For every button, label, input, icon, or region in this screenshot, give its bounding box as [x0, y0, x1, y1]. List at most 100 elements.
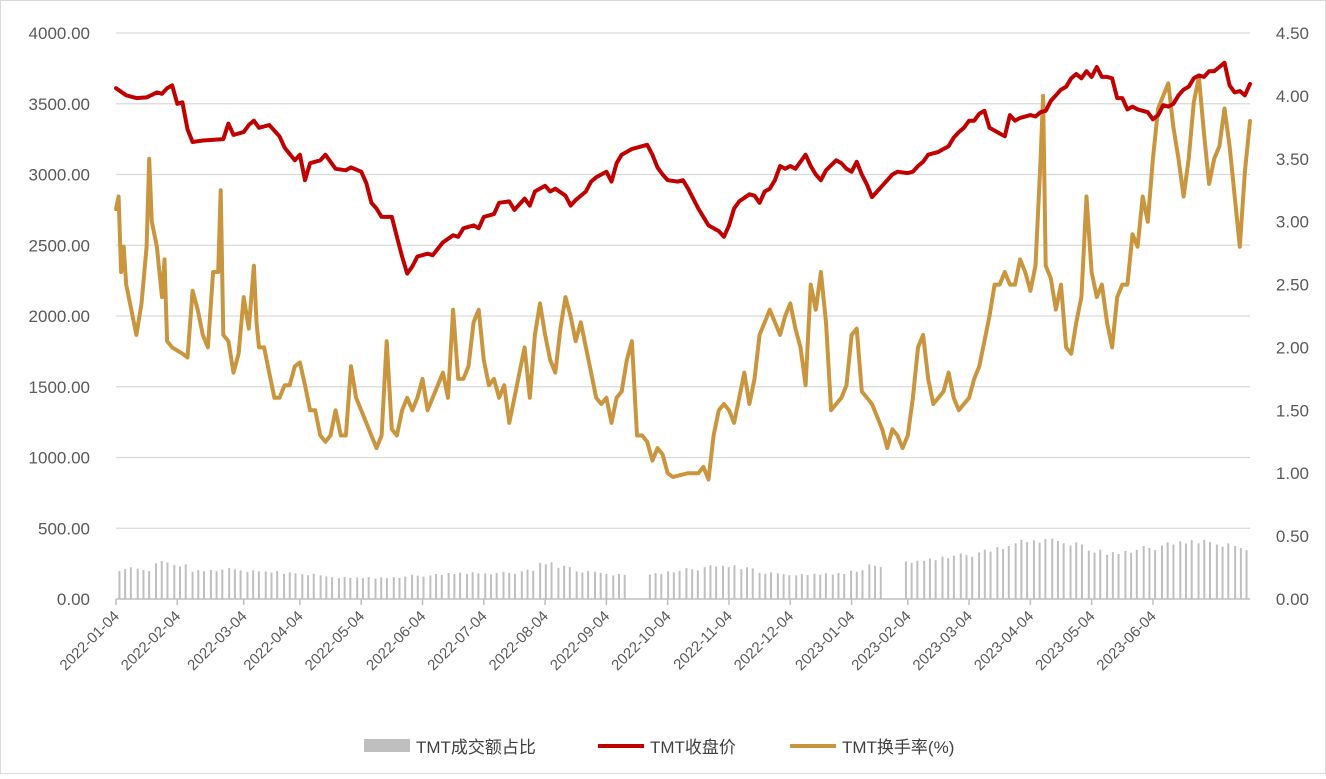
y-right-tick-label: 3.00	[1276, 213, 1309, 232]
bar	[623, 574, 626, 599]
bar	[520, 571, 523, 599]
bar	[800, 573, 803, 599]
gridlines	[116, 32, 1250, 529]
bar	[513, 573, 516, 599]
y-left-tick-label: 1000.00	[29, 449, 90, 468]
y-right-tick-label: 0.50	[1276, 527, 1309, 546]
bar	[136, 568, 139, 599]
bar	[696, 570, 699, 599]
bar	[550, 562, 553, 599]
bar	[252, 570, 255, 599]
bar	[173, 565, 176, 599]
bar	[166, 562, 169, 599]
bar	[813, 573, 816, 599]
y-left-tick-label: 3000.00	[29, 166, 90, 185]
bar	[1087, 550, 1090, 599]
bar	[861, 570, 864, 599]
bar	[1239, 548, 1242, 599]
line-series-close-price	[114, 60, 1252, 276]
bar	[1197, 543, 1200, 599]
bar	[233, 569, 236, 599]
bar	[526, 569, 529, 599]
bar	[648, 574, 651, 599]
bar	[447, 573, 450, 599]
bar	[349, 577, 352, 599]
bar	[508, 572, 511, 599]
bar	[1179, 541, 1182, 599]
bar	[1142, 546, 1145, 599]
legend-swatch-bar	[364, 739, 410, 752]
bar	[722, 565, 725, 599]
bar	[544, 564, 547, 599]
bar	[971, 556, 974, 599]
bar	[1184, 543, 1187, 599]
bar	[824, 573, 827, 599]
bar	[459, 572, 462, 599]
bar	[575, 571, 578, 599]
bar	[746, 567, 749, 599]
bar	[398, 577, 401, 599]
bar	[581, 572, 584, 599]
bar	[855, 571, 858, 599]
bar	[770, 572, 773, 599]
bar	[1032, 540, 1035, 599]
bar	[1002, 549, 1005, 599]
bar	[246, 571, 249, 599]
bar	[788, 575, 791, 599]
bar	[1069, 545, 1072, 599]
bar	[392, 577, 395, 599]
bar	[539, 562, 542, 599]
bar	[691, 569, 694, 599]
bar	[477, 573, 480, 599]
bar	[489, 574, 492, 599]
bar	[1135, 549, 1138, 599]
bar	[952, 555, 955, 599]
bar	[502, 571, 505, 599]
legend-label: TMT换手率(%)	[842, 738, 954, 757]
bar	[532, 570, 535, 599]
close-price-line	[114, 60, 1252, 276]
bar	[568, 567, 571, 599]
bar	[307, 575, 310, 599]
bar	[301, 574, 304, 599]
bar	[1117, 553, 1120, 599]
bar	[947, 558, 950, 599]
bar	[776, 573, 779, 599]
bar	[276, 571, 279, 599]
bar	[380, 577, 383, 599]
bar	[331, 577, 334, 599]
bar	[294, 573, 297, 599]
bar	[264, 571, 267, 599]
y-right-tick-label: 0.00	[1276, 590, 1309, 609]
legend-label: TMT收盘价	[650, 738, 736, 757]
bar	[270, 572, 273, 599]
bar	[179, 566, 182, 599]
bar	[160, 561, 163, 599]
bar	[465, 573, 468, 599]
bar	[910, 562, 913, 599]
bar	[203, 571, 206, 599]
legend: TMT成交额占比 TMT收盘价 TMT换手率(%)	[364, 738, 954, 757]
bar	[874, 565, 877, 599]
bar	[1245, 550, 1248, 599]
y-left-tick-label: 2500.00	[29, 236, 90, 255]
bar	[709, 565, 712, 599]
bar	[416, 575, 419, 599]
bar	[678, 570, 681, 599]
bar	[654, 573, 657, 599]
bar	[191, 571, 194, 599]
bar	[1007, 546, 1010, 599]
bar	[660, 574, 663, 599]
y-left-tick-label: 4000.00	[29, 24, 90, 43]
bar	[1044, 539, 1047, 599]
legend-label: TMT成交额占比	[416, 738, 536, 757]
bar	[685, 568, 688, 599]
bar-series-turnover-share	[118, 538, 1248, 599]
bar	[1093, 552, 1096, 599]
bar	[795, 575, 798, 599]
bar	[1020, 539, 1023, 599]
bar	[155, 563, 158, 599]
y-right-tick-label: 4.50	[1276, 24, 1309, 43]
bar	[831, 574, 834, 599]
